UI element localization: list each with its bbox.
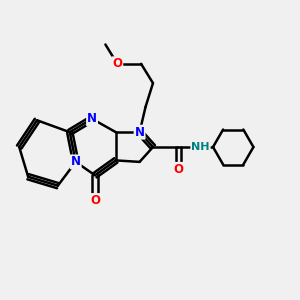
Text: O: O [90, 194, 100, 207]
Text: O: O [112, 57, 122, 70]
Text: N: N [71, 155, 81, 168]
Text: NH: NH [191, 142, 210, 152]
Text: N: N [135, 126, 145, 139]
Text: O: O [173, 163, 183, 176]
Text: N: N [87, 112, 97, 125]
